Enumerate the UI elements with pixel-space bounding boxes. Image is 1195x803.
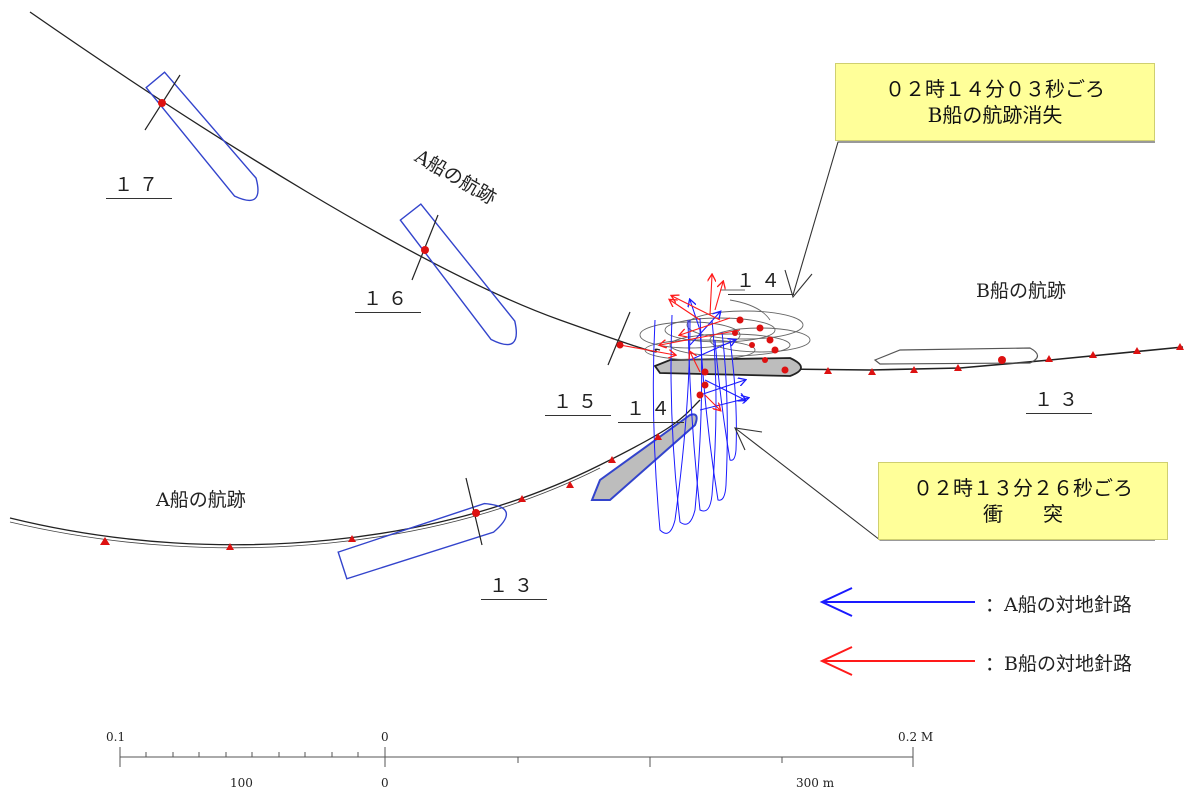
scale-m-right: 300 m <box>796 776 835 790</box>
scale-nm-left: 0.1 <box>106 730 126 744</box>
legend-b-arrow <box>819 646 975 676</box>
scale-bar <box>119 747 914 767</box>
time-mark-13-a: １３ <box>481 571 548 600</box>
a-track-label-lower: A船の航跡 <box>156 489 246 511</box>
position-markers <box>100 99 1006 545</box>
scale-nm-mid: 0 <box>381 730 389 744</box>
a-track-lower-line <box>9 399 701 546</box>
callout-b-lost-line1: ０２時１４分０３秒ごろ <box>885 77 1105 101</box>
b-course-arrows <box>619 275 741 410</box>
ship-b-collision-shape <box>653 357 802 377</box>
time-mark-14-upper: １４ <box>728 266 795 295</box>
ship-a-outline-16 <box>399 203 517 346</box>
callout-collision-line2: 衝 突 <box>983 502 1063 526</box>
time-mark-13-b: １３ <box>1026 385 1093 414</box>
callout-b-lost-line2: B船の航跡消失 <box>927 103 1063 127</box>
legend-b-label: ：B船の対地針路 <box>985 653 1132 675</box>
ship-a-outline-13 <box>337 502 507 580</box>
time-mark-15: １５ <box>545 387 612 416</box>
time-mark-14-lower: １４ <box>618 394 685 423</box>
time-mark-16: １６ <box>355 284 422 313</box>
time-mark-17: １７ <box>106 170 173 199</box>
callout-leader-collision <box>734 427 1155 541</box>
callout-collision-line1: ０２時１３分２６秒ごろ <box>913 476 1133 500</box>
b-ship-swirl <box>639 289 811 361</box>
callout-b-track-lost: ０２時１４分０３秒ごろ B船の航跡消失 <box>835 63 1155 141</box>
legend-a-label: ：A船の対地針路 <box>985 594 1132 616</box>
scale-m-left: 100 <box>230 776 253 790</box>
ship-a-collision-shape <box>590 413 698 501</box>
triangle-markers <box>101 343 1184 550</box>
scale-m-mid: 0 <box>381 776 389 790</box>
a-course-arrows <box>690 300 748 411</box>
callout-collision: ０２時１３分２６秒ごろ 衝 突 <box>878 462 1168 540</box>
scale-nm-right: 0.2 M <box>898 730 934 744</box>
b-track-label: B船の航跡 <box>976 280 1066 302</box>
ship-b-outline-13 <box>873 347 1039 365</box>
callout-leader-b-lost <box>784 141 1155 299</box>
ship-a-outline-17 <box>145 71 259 201</box>
legend-a-arrow <box>819 587 975 617</box>
